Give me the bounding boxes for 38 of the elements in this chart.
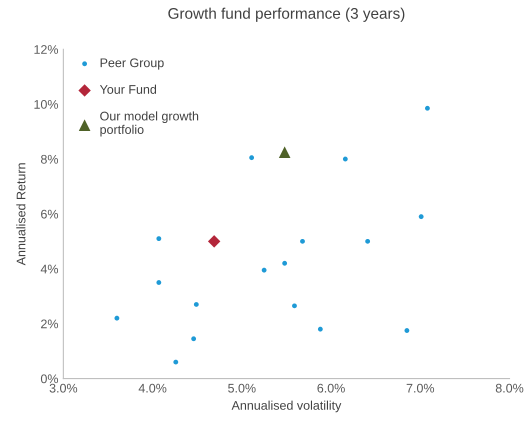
legend-label: Our model growth portfolio: [100, 111, 198, 136]
point: [425, 106, 430, 111]
point: [156, 236, 162, 242]
y-axis-title: Annualised Return: [16, 163, 26, 266]
point: [365, 238, 370, 244]
y-tick-label: 6%: [41, 210, 58, 219]
point: [173, 360, 178, 364]
point: [318, 326, 323, 332]
point: [249, 155, 254, 160]
point: [194, 302, 199, 307]
point: [114, 316, 120, 321]
chart-title: Growth fund performance (3 years): [168, 8, 404, 22]
point: [300, 238, 305, 244]
y-tick-label: 8%: [40, 154, 58, 164]
point: [404, 328, 410, 333]
x-tick-label: 6.0%: [317, 384, 345, 393]
point: [342, 156, 348, 162]
legend-label: Peer Group: [100, 58, 164, 70]
y-tick-label: 2%: [41, 319, 58, 328]
point: [208, 235, 220, 248]
x-axis-title: Annualised volatility: [232, 400, 342, 412]
x-tick-label: 3.0%: [50, 384, 78, 393]
x-tick-label: 7.0%: [406, 384, 434, 393]
x-tick-label: 5.0%: [228, 384, 256, 393]
x-tick-label: 4.0%: [138, 384, 166, 393]
y-tick-label: 10%: [34, 100, 58, 109]
point: [418, 214, 424, 220]
y-tick-label: 12%: [34, 45, 58, 54]
point: [156, 280, 162, 285]
x-tick-label: 8.0%: [496, 384, 524, 393]
point: [262, 268, 267, 273]
point: [278, 146, 290, 158]
y-tick-label: 4%: [40, 264, 58, 274]
point: [292, 303, 297, 308]
y-tick-label: 0%: [40, 374, 58, 384]
point: [282, 260, 288, 266]
point: [191, 336, 196, 342]
legend-label: Your Fund: [100, 84, 156, 94]
